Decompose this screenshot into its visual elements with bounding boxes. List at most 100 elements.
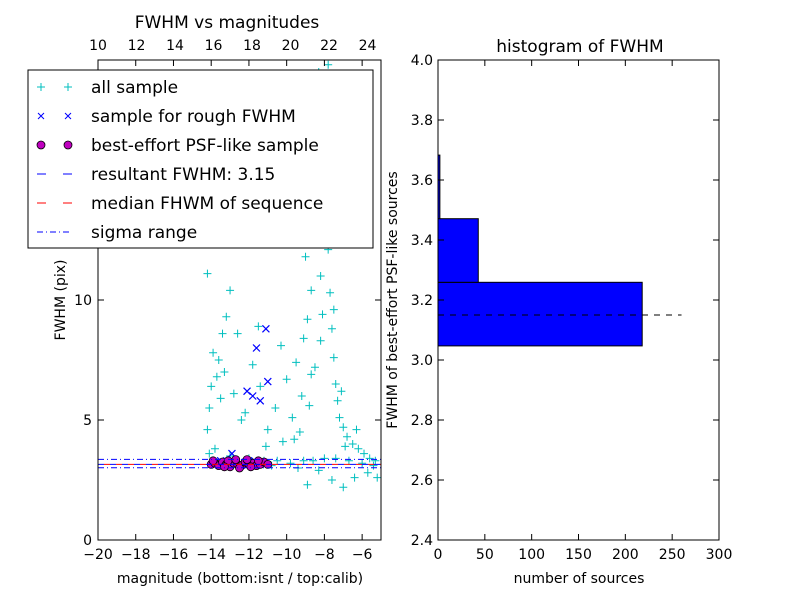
all-sample-point xyxy=(205,449,214,458)
top-x-tick-label: 24 xyxy=(359,38,377,54)
legend-entry-sigma-range: sigma range xyxy=(37,223,197,243)
legend: all sample sample for rough FWHM best-ef… xyxy=(27,69,374,249)
all-sample-point xyxy=(305,401,314,410)
top-x-tick-label: 14 xyxy=(166,38,184,54)
rough-sample-point xyxy=(252,344,261,352)
all-sample-point xyxy=(301,252,310,261)
all-sample-point xyxy=(290,435,299,444)
all-sample-point xyxy=(299,456,308,465)
legend-entry-rough-sample: sample for rough FWHM xyxy=(37,107,296,127)
legend-entry-all-sample: all sample xyxy=(37,78,178,98)
x-tick-label: −6 xyxy=(352,547,373,563)
y-tick-label: 3.2 xyxy=(411,293,433,309)
all-sample-point xyxy=(263,425,272,434)
left-x-ticks: −20 −18 −16 −14 −12 −10 −8 −6 xyxy=(83,60,373,563)
histogram-bar xyxy=(437,218,479,283)
x-tick-label: −10 xyxy=(272,547,302,563)
all-sample-point xyxy=(303,480,312,489)
rough-sample-point xyxy=(248,392,257,400)
all-sample-point xyxy=(369,461,378,470)
all-sample-point xyxy=(241,408,250,417)
all-sample-point xyxy=(316,336,325,345)
all-sample-point xyxy=(329,353,338,362)
y-tick-label: 0 xyxy=(83,533,92,549)
y-tick-label: 3.8 xyxy=(411,113,433,129)
legend-label: sample for rough FWHM xyxy=(91,107,296,127)
all-sample-point xyxy=(373,473,382,482)
all-sample-point xyxy=(339,483,348,492)
all-sample-point xyxy=(324,60,333,69)
y-tick-label: 10 xyxy=(74,293,92,309)
all-sample-point xyxy=(329,305,338,314)
right-chart-title: histogram of FWHM xyxy=(496,37,663,57)
x-tick-label: −16 xyxy=(159,547,189,563)
right-y-axis-label: FWHM of best-effort PSF-like sources xyxy=(385,171,401,428)
all-sample-point xyxy=(341,442,350,451)
all-sample-point xyxy=(210,444,219,453)
right-y-ticks: 2.4 2.6 2.8 3.0 3.2 3.4 3.6 3.8 4.0 xyxy=(411,53,719,549)
all-sample-point xyxy=(335,413,344,422)
all-sample-point xyxy=(327,476,336,484)
top-x-tick-label: 16 xyxy=(205,38,223,54)
all-sample-point xyxy=(220,368,229,376)
all-sample-point xyxy=(286,459,295,468)
all-sample-point xyxy=(277,341,286,350)
y-tick-label: 5 xyxy=(83,413,92,429)
all-sample-point xyxy=(352,425,361,434)
histogram-bar xyxy=(437,281,643,347)
rough-sample-point xyxy=(243,387,251,396)
all-sample-point xyxy=(307,286,316,295)
y-tick-label: 2.6 xyxy=(411,473,433,489)
rough-sample-point xyxy=(261,324,270,333)
all-sample-point xyxy=(320,454,329,463)
all-sample-point xyxy=(339,423,348,432)
rough-sample-point xyxy=(263,377,272,386)
all-sample-point xyxy=(207,382,216,391)
y-tick-label: 3.4 xyxy=(411,233,433,249)
all-sample-point xyxy=(222,312,231,321)
all-sample-point xyxy=(216,394,225,403)
all-sample-point xyxy=(229,389,238,398)
y-tick-label: 3.0 xyxy=(411,353,433,369)
left-top-ticks: 10 12 14 16 18 20 22 24 xyxy=(89,38,376,54)
scatter-marks xyxy=(203,60,382,492)
x-tick-label: 200 xyxy=(612,547,639,563)
all-sample-point xyxy=(278,437,287,446)
all-sample-point xyxy=(218,329,227,338)
all-sample-point xyxy=(214,356,223,364)
x-tick-label: −12 xyxy=(234,547,264,563)
left-chart-title: FWHM vs magnitudes xyxy=(135,13,320,33)
x-tick-label: 250 xyxy=(659,547,686,563)
all-sample-point xyxy=(271,404,280,412)
all-sample-point xyxy=(331,454,340,463)
y-tick-label: 2.4 xyxy=(411,533,433,549)
all-sample-point xyxy=(282,375,291,384)
plus-marker-icon xyxy=(37,83,72,91)
x-tick-label: −14 xyxy=(196,547,226,563)
all-sample-point xyxy=(295,428,304,436)
all-sample-point xyxy=(360,449,369,458)
rough-sample-point xyxy=(256,396,265,405)
x-tick-label: 300 xyxy=(706,547,733,563)
all-sample-point xyxy=(205,404,214,412)
all-sample-point xyxy=(307,370,316,379)
right-x-axis-label: number of sources xyxy=(514,571,645,587)
all-sample-point xyxy=(237,416,246,424)
psf-sample-point xyxy=(208,456,218,466)
all-sample-point xyxy=(337,387,346,396)
all-sample-point xyxy=(303,315,312,324)
y-tick-label: 3.6 xyxy=(411,173,433,189)
all-sample-point xyxy=(348,440,357,448)
legend-entry-psf-sample: best-effort PSF-like sample xyxy=(36,136,319,156)
legend-label: best-effort PSF-like sample xyxy=(91,136,319,156)
x-tick-label: 150 xyxy=(565,547,592,563)
all-sample-point xyxy=(299,334,308,343)
all-sample-point xyxy=(273,456,282,465)
x-tick-label: 50 xyxy=(476,547,494,563)
all-sample-point xyxy=(331,380,340,388)
all-sample-point xyxy=(297,392,306,400)
all-sample-point xyxy=(233,329,242,338)
left-x-axis-label: magnitude (bottom:isnt / top:calib) xyxy=(117,571,363,587)
x-tick-label: −8 xyxy=(314,547,335,563)
x-tick-label: 0 xyxy=(434,547,443,563)
